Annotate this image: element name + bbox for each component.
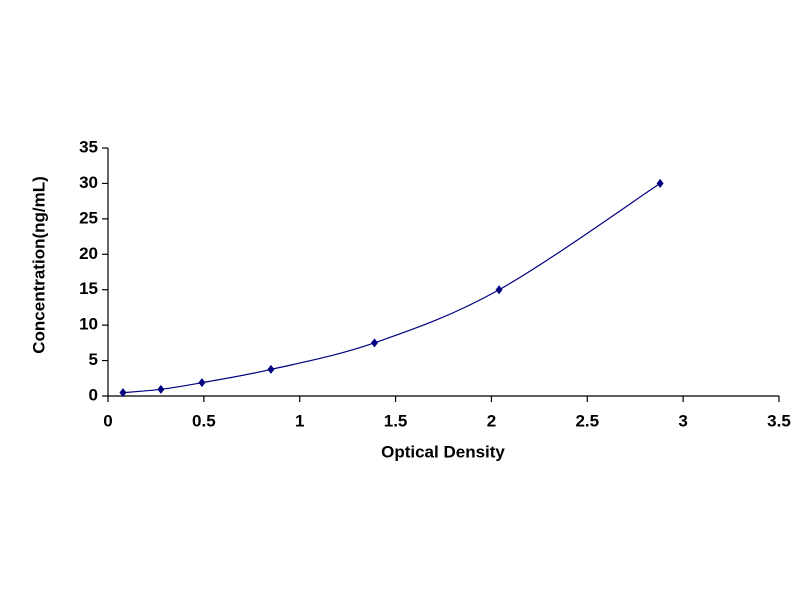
y-tick-label: 0: [89, 385, 98, 404]
data-point: [495, 285, 503, 295]
data-point: [119, 388, 127, 398]
y-tick-label: 25: [79, 208, 98, 227]
y-axis-title: Concentration(ng/mL): [29, 176, 48, 354]
x-axis-title: Optical Density: [381, 442, 505, 461]
y-tick-label: 20: [79, 244, 98, 263]
data-point: [198, 378, 206, 388]
y-tick-label: 30: [79, 173, 98, 192]
data-point: [157, 384, 165, 394]
y-tick-label: 5: [89, 350, 98, 369]
x-tick-label: 3.5: [767, 411, 791, 430]
x-tick-label: 0: [103, 411, 112, 430]
data-point: [656, 178, 664, 188]
y-tick-label: 10: [79, 315, 98, 334]
fit-curve: [122, 182, 661, 394]
x-tick-label: 1.5: [384, 411, 408, 430]
y-tick-label: 35: [79, 137, 98, 156]
data-point: [267, 364, 275, 374]
x-tick-label: 1: [295, 411, 304, 430]
x-tick-label: 2: [487, 411, 496, 430]
x-tick-label: 2.5: [575, 411, 599, 430]
x-tick-label: 3: [678, 411, 687, 430]
y-tick-label: 15: [79, 279, 98, 298]
data-point: [370, 338, 378, 348]
x-tick-label: 0.5: [192, 411, 216, 430]
